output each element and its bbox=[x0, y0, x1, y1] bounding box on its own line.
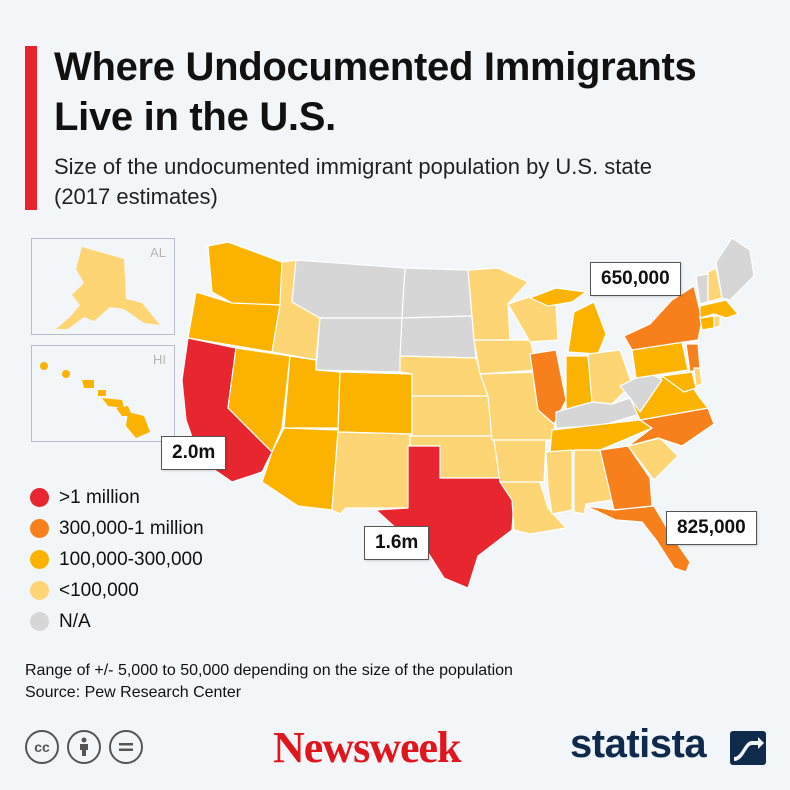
page-title: Where Undocumented Immigrants Live in th… bbox=[54, 45, 697, 139]
legend-item-300k-1m: 300,000-1 million bbox=[30, 513, 204, 544]
newsweek-logo[interactable]: Newsweek bbox=[273, 723, 462, 772]
state-michigan bbox=[567, 301, 607, 355]
legend: >1 million 300,000-1 million 100,000-300… bbox=[30, 482, 204, 637]
state-arkansas bbox=[493, 439, 547, 483]
state-montana bbox=[291, 259, 406, 319]
alaska-inset: AL bbox=[31, 238, 175, 335]
state-louisiana bbox=[499, 481, 567, 535]
nd-icon[interactable] bbox=[109, 730, 143, 764]
footnote-range: Range of +/- 5,000 to 50,000 depending o… bbox=[25, 662, 513, 679]
legend-label: 100,000-300,000 bbox=[59, 548, 203, 570]
state-wisconsin bbox=[507, 295, 559, 343]
callout-texas: 1.6m bbox=[364, 526, 430, 560]
legend-swatch bbox=[30, 581, 49, 600]
state-connecticut bbox=[699, 315, 715, 331]
state-massachusetts bbox=[699, 299, 739, 319]
state-hawaii bbox=[40, 362, 150, 438]
legend-swatch bbox=[30, 488, 49, 507]
by-icon[interactable] bbox=[67, 730, 101, 764]
legend-label: N/A bbox=[59, 610, 91, 632]
hawaii-inset-label: HI bbox=[153, 352, 166, 367]
legend-swatch bbox=[30, 550, 49, 569]
state-washington bbox=[207, 241, 283, 306]
state-north-dakota bbox=[401, 267, 473, 319]
statista-mark-icon bbox=[730, 731, 766, 765]
state-ohio bbox=[587, 349, 633, 405]
legend-item-na: N/A bbox=[30, 606, 204, 637]
state-georgia bbox=[599, 445, 653, 511]
page-subtitle: Size of the undocumented immigrant popul… bbox=[54, 154, 653, 209]
state-vermont bbox=[695, 273, 709, 305]
state-minnesota bbox=[467, 267, 529, 341]
state-mississippi bbox=[545, 449, 573, 515]
footnote-source: Source: Pew Research Center bbox=[25, 684, 242, 701]
state-north-carolina bbox=[627, 407, 715, 447]
footnote: Range of +/- 5,000 to 50,000 depending o… bbox=[25, 660, 513, 704]
state-nebraska bbox=[399, 355, 489, 397]
alaska-inset-label: AL bbox=[150, 245, 166, 260]
state-delaware bbox=[693, 367, 703, 387]
state-wyoming bbox=[315, 317, 403, 373]
state-new-mexico bbox=[331, 431, 411, 515]
legend-item-lt-100k: <100,000 bbox=[30, 575, 204, 606]
us-map bbox=[181, 237, 755, 589]
state-michigan-up bbox=[529, 287, 587, 307]
state-arizona bbox=[261, 427, 339, 511]
statista-logo[interactable]: statista bbox=[570, 722, 707, 766]
legend-label: <100,000 bbox=[59, 579, 139, 601]
state-tennessee bbox=[549, 419, 653, 453]
callout-florida: 825,000 bbox=[666, 511, 757, 545]
state-nevada bbox=[227, 347, 291, 453]
legend-item-gt-1m: >1 million bbox=[30, 482, 204, 513]
state-texas bbox=[375, 445, 515, 589]
state-south-dakota bbox=[399, 315, 477, 359]
legend-item-100k-300k: 100,000-300,000 bbox=[30, 544, 204, 575]
state-indiana bbox=[565, 355, 593, 411]
hawaii-inset: HI bbox=[31, 345, 175, 442]
state-maine bbox=[715, 237, 755, 301]
legend-swatch bbox=[30, 612, 49, 631]
state-kansas bbox=[411, 395, 493, 437]
state-alaska bbox=[56, 247, 160, 329]
state-maryland bbox=[661, 371, 697, 393]
cc-icon[interactable]: cc bbox=[25, 730, 59, 764]
legend-swatch bbox=[30, 519, 49, 538]
state-rhode-island bbox=[713, 315, 721, 329]
callout-new-york: 650,000 bbox=[590, 262, 681, 296]
state-colorado bbox=[337, 371, 413, 435]
legend-label: 300,000-1 million bbox=[59, 517, 204, 539]
callout-california: 2.0m bbox=[161, 436, 227, 470]
state-iowa bbox=[473, 339, 539, 375]
license-icons: cc bbox=[25, 730, 143, 764]
accent-bar bbox=[25, 46, 37, 210]
legend-label: >1 million bbox=[59, 486, 140, 508]
